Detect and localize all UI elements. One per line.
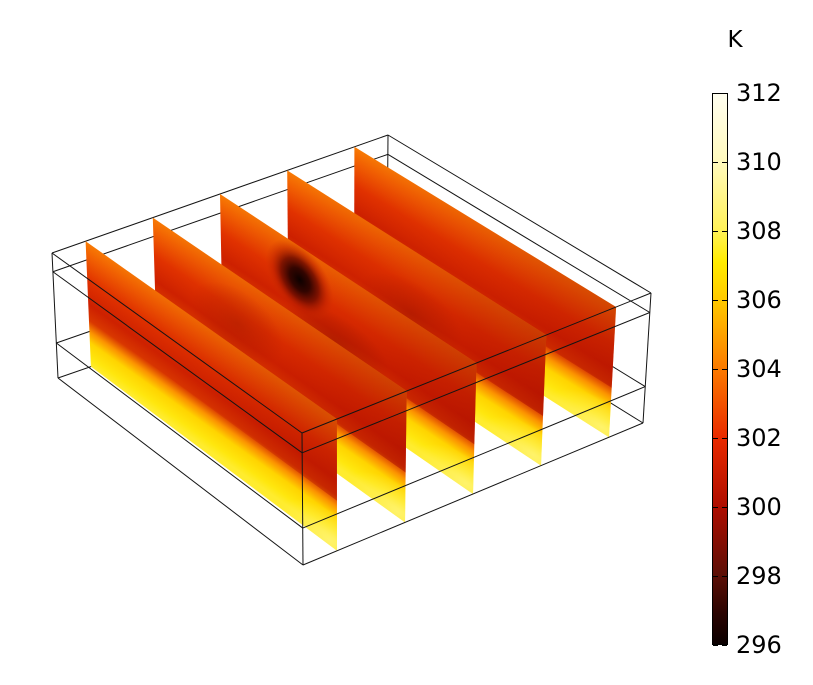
box-edge	[51, 252, 303, 434]
box-edge	[51, 252, 59, 379]
slice-bottom-glow	[354, 146, 617, 438]
box-edge	[52, 271, 303, 454]
box-edge	[301, 312, 650, 454]
box-edge	[57, 377, 304, 566]
box-edge	[301, 292, 652, 434]
slice-bottom-glow	[287, 170, 547, 466]
box-edge	[301, 432, 304, 566]
box-edge	[387, 134, 652, 294]
slice-bottom-glow	[220, 194, 477, 494]
box-edge	[56, 342, 304, 529]
box-wireframe-front	[51, 252, 652, 566]
box-edge	[302, 386, 646, 529]
slice-bottom-glow	[85, 241, 337, 551]
box-edge	[302, 422, 644, 566]
box-edge	[387, 153, 651, 313]
temperature-slices	[85, 146, 617, 551]
slice-bottom-glow	[152, 217, 407, 523]
box-edge	[642, 292, 652, 424]
